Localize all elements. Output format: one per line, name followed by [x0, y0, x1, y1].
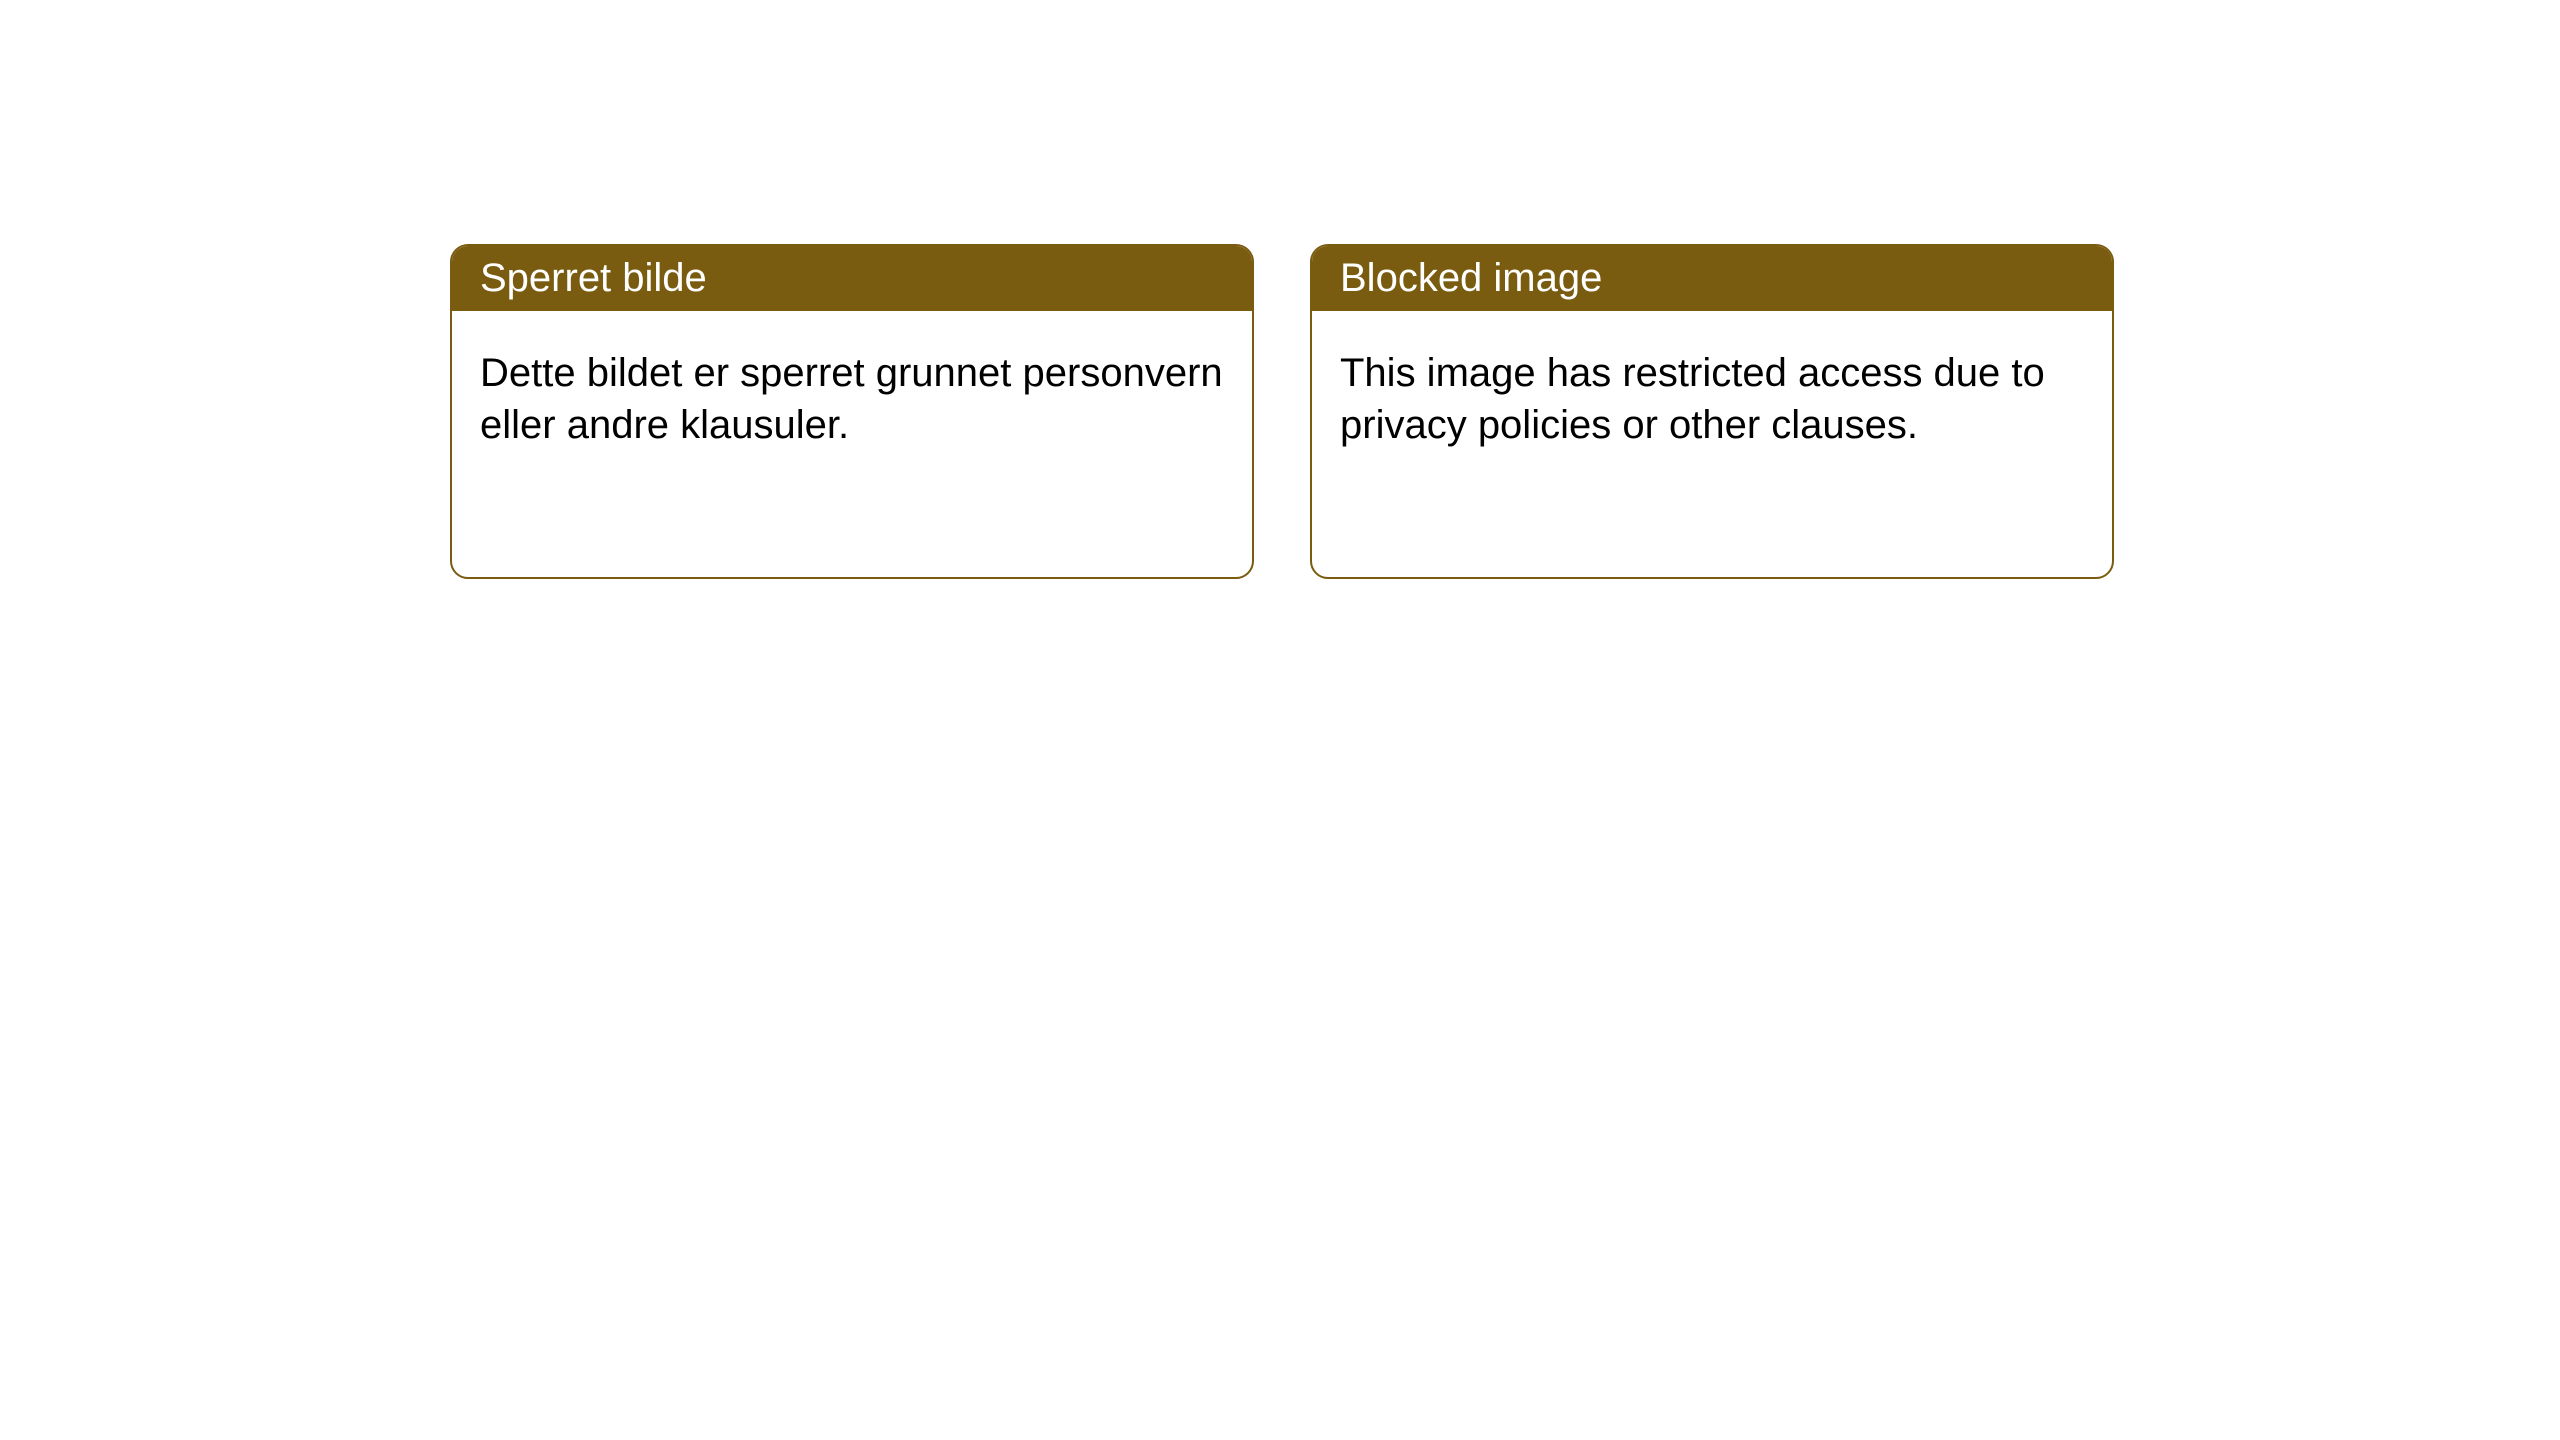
notice-text: This image has restricted access due to … [1340, 351, 2045, 447]
notice-title: Sperret bilde [480, 256, 707, 300]
notice-card-body: Dette bildet er sperret grunnet personve… [452, 311, 1252, 487]
notice-card-body: This image has restricted access due to … [1312, 311, 2112, 487]
notice-card-norwegian: Sperret bilde Dette bildet er sperret gr… [450, 244, 1254, 579]
notice-title: Blocked image [1340, 256, 1602, 300]
notice-card-header: Sperret bilde [452, 246, 1252, 311]
notice-text: Dette bildet er sperret grunnet personve… [480, 351, 1223, 447]
notice-container: Sperret bilde Dette bildet er sperret gr… [0, 0, 2560, 579]
notice-card-english: Blocked image This image has restricted … [1310, 244, 2114, 579]
notice-card-header: Blocked image [1312, 246, 2112, 311]
